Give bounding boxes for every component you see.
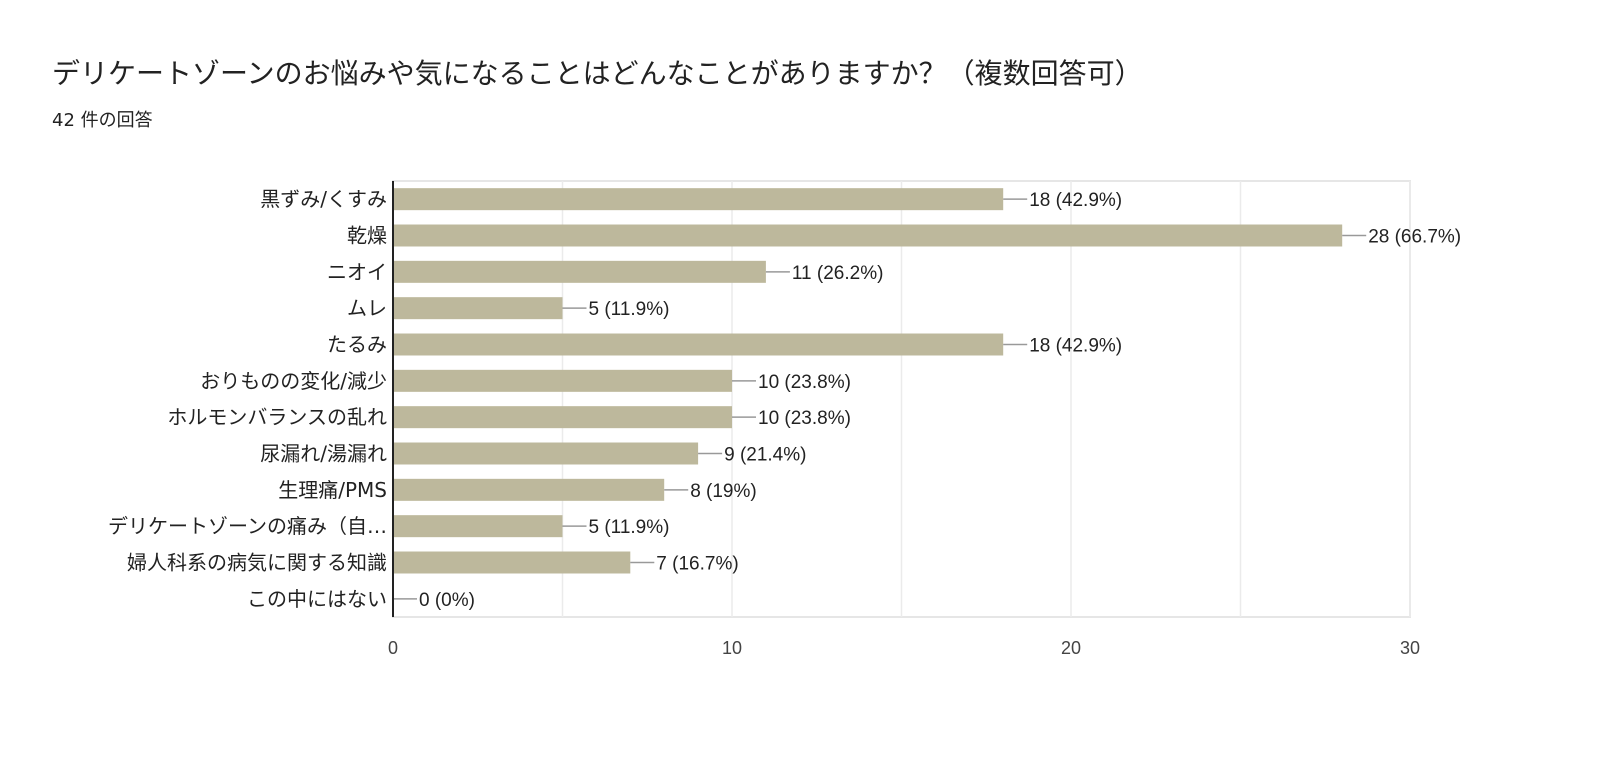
category-label: たるみ <box>327 333 387 357</box>
bar <box>393 260 766 283</box>
bar <box>393 333 1004 356</box>
data-label: 9 (21.4%) <box>724 445 806 466</box>
bar <box>393 442 699 465</box>
data-label: 28 (66.7%) <box>1368 227 1461 248</box>
category-label: 婦人科系の病気に関する知識 <box>127 551 387 575</box>
x-tick-label: 10 <box>722 638 742 658</box>
bar <box>393 406 732 429</box>
x-tick-label: 30 <box>1400 638 1420 658</box>
bar <box>393 188 1004 211</box>
category-label: ニオイ <box>327 260 387 284</box>
category-label: デリケートゾーンの痛み（自… <box>108 514 387 538</box>
data-label: 5 (11.9%) <box>589 299 670 320</box>
data-label: 7 (16.7%) <box>656 554 738 575</box>
data-label: 10 (23.8%) <box>758 408 851 429</box>
data-label: 5 (11.9%) <box>589 517 670 538</box>
data-label: 11 (26.2%) <box>792 263 884 284</box>
category-label: おりものの変化/減少 <box>200 369 387 393</box>
bar <box>393 515 563 538</box>
x-tick-label: 20 <box>1061 638 1081 658</box>
bar <box>393 224 1343 247</box>
response-count: 42 件の回答 <box>52 110 153 131</box>
data-label: 8 (19%) <box>690 481 757 502</box>
data-label: 10 (23.8%) <box>758 372 851 393</box>
chart-title: デリケートゾーンのお悩みや気になることはどんなことがありますか？（複数回答可） <box>52 57 1143 90</box>
bar <box>393 297 563 320</box>
category-label: この中にはない <box>247 587 387 611</box>
bar <box>393 551 631 574</box>
category-label: ムレ <box>347 296 387 320</box>
data-label: 18 (42.9%) <box>1029 336 1122 357</box>
category-label: 生理痛/PMS <box>278 478 387 502</box>
bar <box>393 369 732 392</box>
category-label: 尿漏れ/湯漏れ <box>260 442 387 466</box>
category-label: ホルモンバランスの乱れ <box>167 405 387 429</box>
data-label: 0 (0%) <box>419 590 475 611</box>
x-tick-label: 0 <box>388 638 398 658</box>
data-label: 18 (42.9%) <box>1029 190 1122 211</box>
bar <box>393 478 665 501</box>
category-label: 黒ずみ/くすみ <box>260 187 387 211</box>
category-label: 乾燥 <box>347 224 387 248</box>
